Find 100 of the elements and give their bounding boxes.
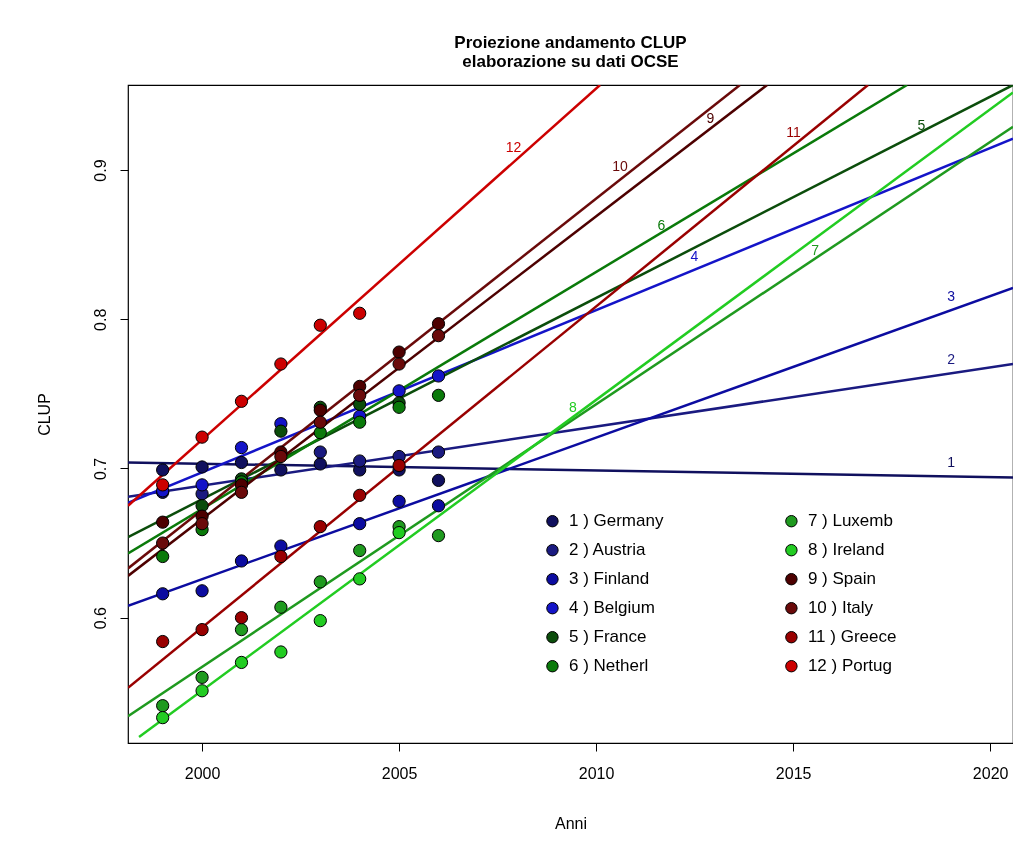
point [195, 684, 209, 698]
legend-label: 11 ) Greece [807, 627, 897, 647]
legend-label: 10 ) Italy [807, 598, 874, 618]
point [353, 488, 367, 502]
series-label: 11 [786, 124, 801, 141]
point [431, 317, 446, 331]
series-label: 9 [706, 110, 715, 127]
point [313, 318, 327, 332]
point [274, 463, 288, 477]
point [234, 455, 249, 470]
point [156, 587, 170, 601]
point [431, 528, 446, 543]
point [195, 622, 209, 637]
point [353, 306, 367, 320]
point [234, 611, 249, 625]
point [156, 536, 170, 550]
point [431, 473, 446, 488]
point [392, 458, 406, 473]
x-tick-label: 2010 [578, 764, 615, 782]
point [195, 499, 209, 513]
series-label: 1 [947, 454, 956, 471]
point [195, 460, 209, 474]
point [313, 415, 327, 429]
point [234, 655, 249, 670]
series-label: 7 [811, 241, 820, 258]
point [353, 543, 367, 558]
x-tick-label: 2020 [972, 764, 1009, 782]
point [313, 614, 327, 628]
point [274, 549, 288, 564]
series-label: 6 [657, 216, 666, 233]
point [353, 415, 367, 429]
point [353, 517, 367, 531]
point [234, 394, 249, 408]
point [195, 584, 209, 598]
point [431, 369, 446, 383]
legend-label: 3 ) Finland [568, 569, 650, 589]
y-axis-title: CLUP [35, 393, 53, 436]
x-tick-label: 2015 [775, 764, 812, 782]
point [195, 430, 209, 444]
legend-label: 5 ) France [568, 627, 647, 647]
point [431, 445, 446, 459]
point [274, 645, 288, 659]
series-label: 10 [612, 158, 629, 175]
point [195, 517, 209, 531]
point [274, 424, 288, 438]
point [392, 494, 406, 508]
point [431, 499, 446, 513]
point [431, 329, 446, 343]
chart-subtitle: elaborazione su dati OCSE [462, 52, 679, 71]
x-tick-label: 2005 [381, 764, 418, 782]
x-axis-title: Anni [554, 814, 588, 832]
point [392, 400, 406, 414]
legend-label: 6 ) Netherl [568, 656, 649, 676]
series-label: 3 [947, 288, 956, 305]
point [156, 711, 170, 725]
point [313, 445, 327, 459]
legend-label: 1 ) Germany [568, 511, 664, 531]
point [353, 388, 367, 402]
point [234, 485, 249, 499]
legend-label: 2 ) Austria [568, 540, 647, 560]
point [274, 600, 288, 614]
chart-title: Proiezione andamento CLUP [454, 33, 687, 52]
y-tick-label: 0.7 [91, 457, 109, 481]
x-tick-label: 2000 [184, 764, 221, 782]
point [392, 384, 406, 398]
y-tick-label: 0.8 [91, 308, 109, 331]
legend-label: 4 ) Belgium [568, 598, 655, 618]
y-tick-label: 0.9 [91, 159, 109, 182]
series-label: 8 [568, 399, 577, 416]
point [353, 572, 367, 586]
series-label: 12 [505, 139, 522, 156]
point [156, 699, 170, 713]
point [392, 345, 406, 359]
legend-label: 8 ) Ireland [807, 540, 885, 560]
point [234, 554, 249, 568]
point [274, 357, 288, 371]
point [156, 515, 170, 529]
legend-label: 7 ) Luxemb [807, 511, 893, 531]
point [156, 634, 170, 649]
point [274, 539, 288, 553]
point [234, 622, 249, 637]
point [313, 520, 327, 534]
point [353, 454, 367, 468]
series-label: 4 [690, 247, 699, 264]
y-tick-label: 0.6 [91, 606, 109, 630]
point [392, 357, 406, 371]
legend-label: 9 ) Spain [807, 569, 876, 589]
point [156, 463, 170, 477]
point [195, 478, 209, 492]
point [313, 457, 327, 471]
point [156, 549, 170, 564]
legend-label: 12 ) Portug [807, 656, 893, 676]
point [313, 575, 327, 589]
point [431, 388, 446, 402]
point [195, 670, 209, 684]
point [392, 526, 406, 540]
series-label: 5 [917, 116, 926, 133]
point [274, 449, 288, 464]
point [156, 478, 170, 492]
point [234, 440, 249, 455]
